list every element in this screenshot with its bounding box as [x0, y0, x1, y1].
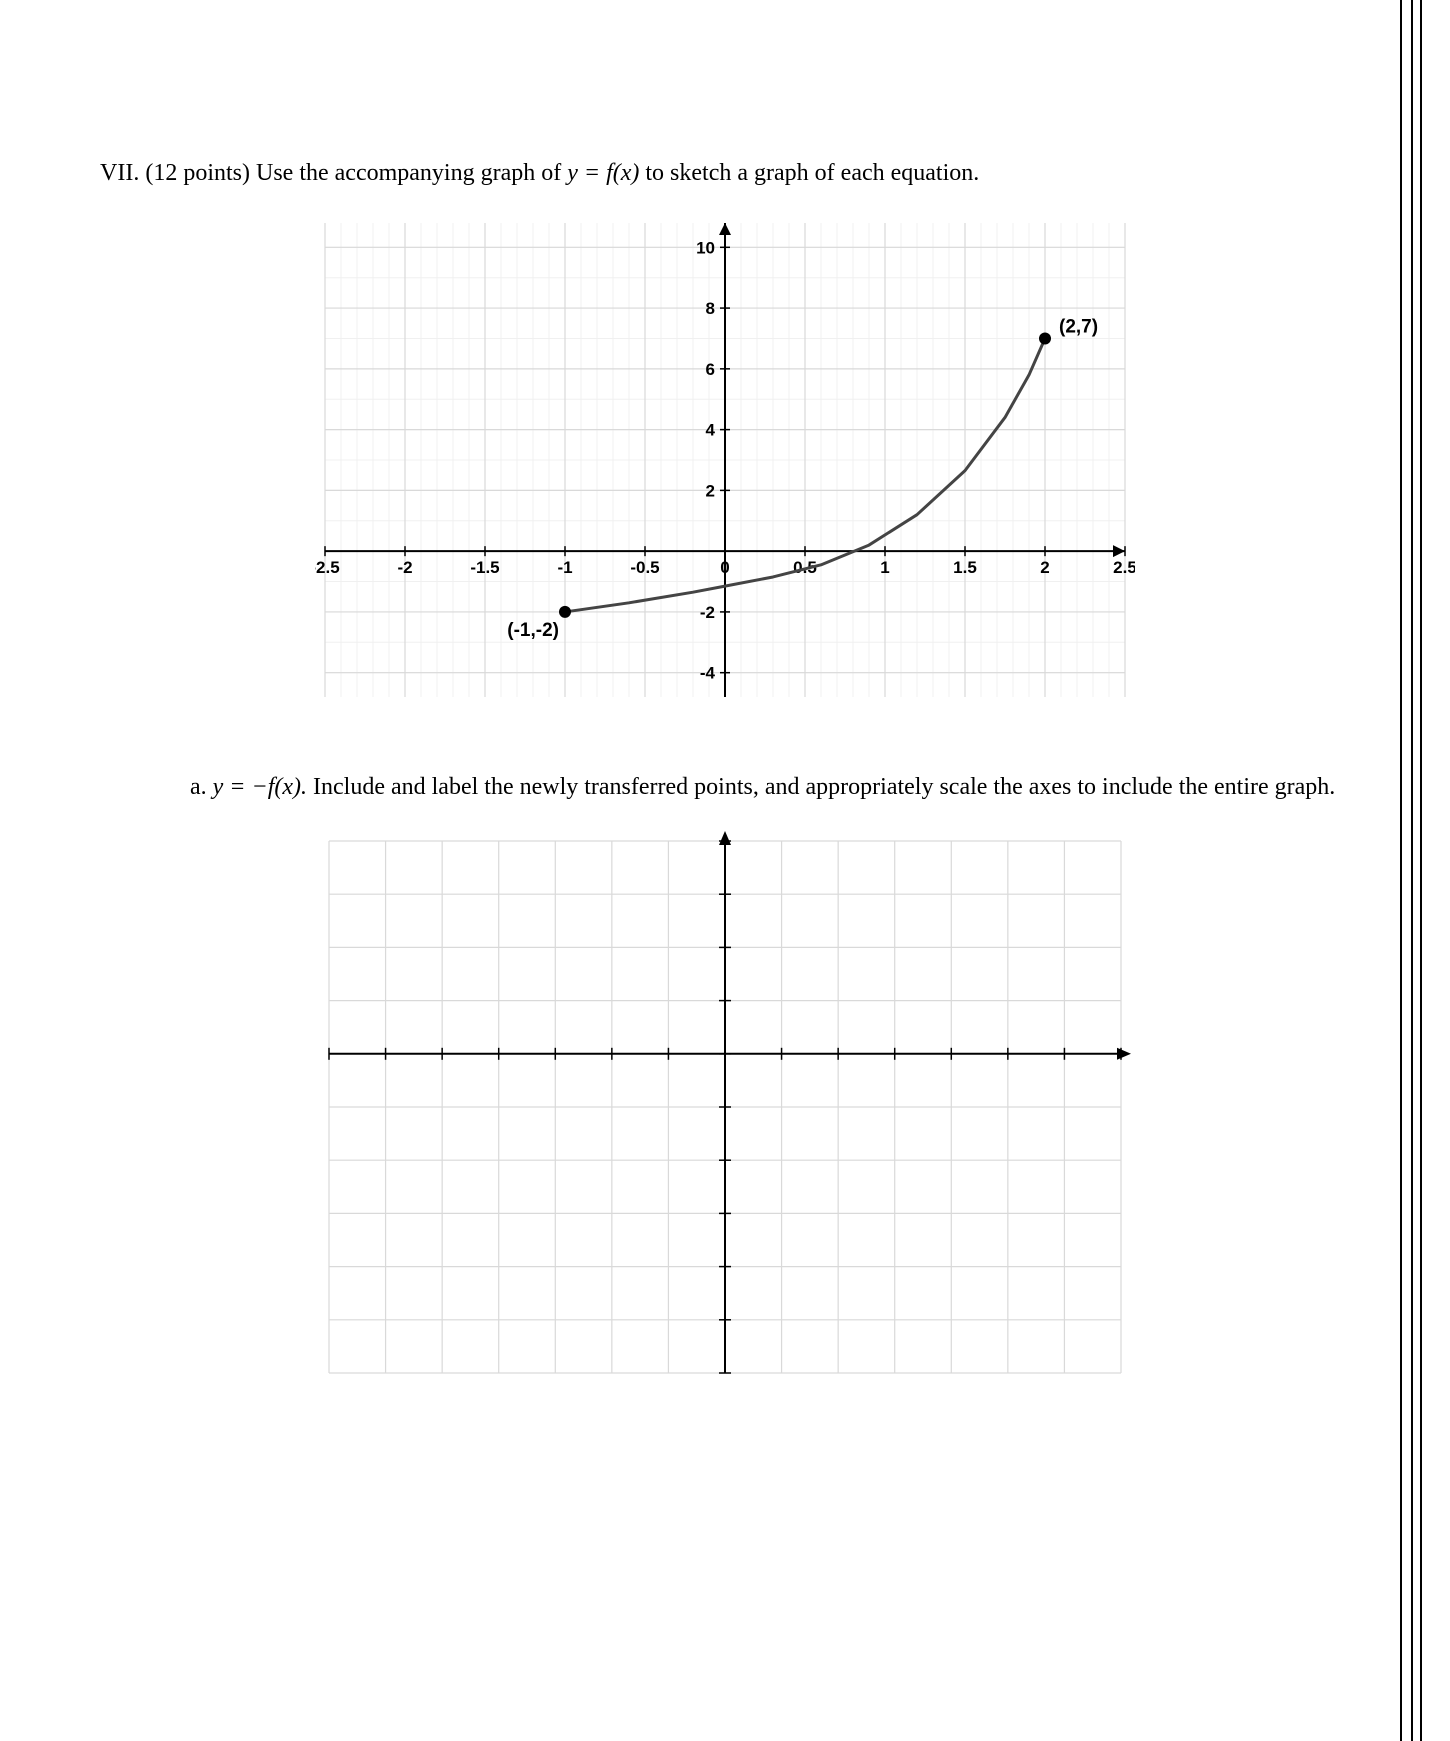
- svg-text:-1: -1: [557, 558, 572, 577]
- page-margin-rules: [1400, 0, 1422, 1741]
- page: VII. (12 points) Use the accompanying gr…: [0, 0, 1450, 1741]
- svg-text:(-1,-2): (-1,-2): [507, 620, 559, 641]
- svg-text:-2.5: -2.5: [315, 558, 340, 577]
- subitem-a: a. y = −f(x). Include and label the newl…: [190, 771, 1350, 803]
- source-graph: -2.5-2-1.5-1-0.500.511.522.5-4-2246810(-…: [315, 215, 1135, 705]
- answer-grid-container: [100, 827, 1350, 1387]
- svg-text:0: 0: [720, 558, 729, 577]
- svg-text:8: 8: [706, 299, 715, 318]
- problem-header: VII. (12 points) Use the accompanying gr…: [100, 160, 1350, 187]
- svg-text:-4: -4: [700, 664, 716, 683]
- problem-text-1: Use the accompanying graph of: [256, 160, 567, 186]
- problem-text-2: to sketch a graph of each equation.: [639, 160, 979, 186]
- svg-text:-2: -2: [700, 603, 715, 622]
- problem-equation: y = f(x): [567, 160, 639, 186]
- svg-text:-0.5: -0.5: [630, 558, 659, 577]
- svg-text:2: 2: [1040, 558, 1049, 577]
- svg-text:6: 6: [706, 360, 715, 379]
- svg-text:-1.5: -1.5: [470, 558, 499, 577]
- svg-text:1: 1: [880, 558, 889, 577]
- svg-text:2: 2: [706, 481, 715, 500]
- svg-text:2.5: 2.5: [1113, 558, 1135, 577]
- subitem-letter: a.: [190, 774, 207, 800]
- problem-points: (12 points): [145, 160, 250, 186]
- source-graph-container: -2.5-2-1.5-1-0.500.511.522.5-4-2246810(-…: [100, 215, 1350, 705]
- subitem-equation: y = −f(x).: [213, 774, 307, 800]
- svg-text:-2: -2: [397, 558, 412, 577]
- svg-text:(2,7): (2,7): [1059, 316, 1098, 337]
- svg-text:10: 10: [696, 238, 715, 257]
- problem-numeral: VII.: [100, 160, 139, 186]
- svg-text:4: 4: [706, 421, 716, 440]
- subitem-text: Include and label the newly transferred …: [307, 774, 1335, 800]
- svg-text:1.5: 1.5: [953, 558, 977, 577]
- answer-grid: [315, 827, 1135, 1387]
